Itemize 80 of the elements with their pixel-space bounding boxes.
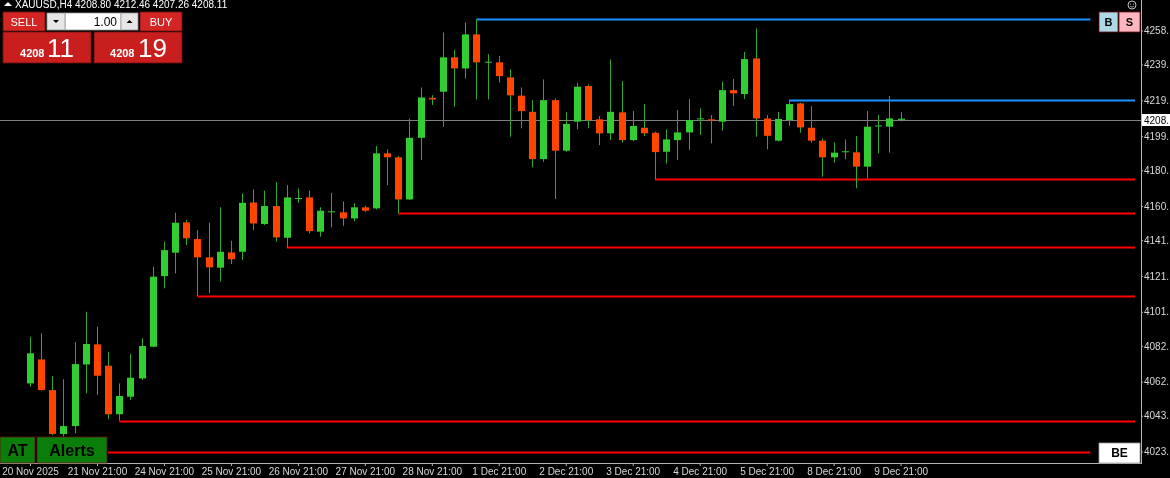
candlestick [60,378,67,438]
candlestick [697,107,704,136]
candlestick [206,222,213,294]
candlestick [808,105,815,144]
y-tick-label: 4121. [1144,270,1170,282]
candlestick [217,206,224,283]
candlestick [630,110,637,142]
candlestick [730,78,737,107]
y-tick-label: 4023. [1144,446,1170,458]
candlestick [641,103,648,137]
y-tick-label: 4160. [1144,200,1170,212]
candlestick [451,49,458,108]
annotation: S [1125,16,1134,28]
candlestick [518,86,525,129]
x-tick-label: 26 Nov 21:00 [268,466,329,478]
x-tick-label: 24 Nov 21:00 [134,466,195,478]
chart-title: XAUUSD,H4 4208.80 4212.46 4207.26 4208.11 [15,0,228,10]
candlestick [496,55,503,83]
annotation: 11 [47,33,74,63]
candlestick [853,135,860,189]
y-tick-label: 4043. [1144,410,1170,422]
x-tick-label: 9 Dec 21:00 [874,466,929,478]
candlestick [83,311,90,394]
x-tick-label: 1 Dec 21:00 [472,466,527,478]
candlestick [194,229,201,297]
candlestick [295,188,302,204]
x-tick-label: 20 Nov 2025 [2,466,60,478]
annotation: BE [1111,446,1128,460]
annotation: 4208 [20,47,45,59]
candlestick [127,353,134,401]
candlestick [228,240,235,265]
annotation: B [1104,16,1113,28]
candlestick [875,114,882,154]
candlestick [607,58,614,141]
candlestick [507,68,514,138]
candlestick [652,131,659,180]
annotation: 4208 [110,47,135,59]
candlestick [317,206,324,238]
x-tick-label: 27 Nov 21:00 [335,466,396,478]
candlestick [485,53,492,100]
candlestick [686,98,693,151]
annotation: AT [7,442,28,459]
candlestick [886,95,893,154]
candlestick [663,128,670,164]
x-tick-label: 28 Nov 21:00 [402,466,463,478]
y-tick-label: 4180. [1144,164,1170,176]
candlestick [775,111,782,142]
y-tick-label: 4239. [1144,59,1170,71]
candlestick [328,192,335,228]
x-tick-label: 21 Nov 21:00 [67,466,128,478]
candlestick [250,188,257,231]
candlestick [819,137,826,178]
annotation: Alerts [49,442,95,459]
annotation: SELL [10,16,38,28]
annotation: 1.00 [93,15,118,29]
candlestick [764,114,771,150]
x-tick-label: 3 Dec 21:00 [606,466,661,478]
annotation: BUY [149,16,173,28]
candlestick [674,109,681,161]
y-tick-label: 4141. [1144,234,1170,246]
y-tick-label: 4258. [1144,25,1170,37]
y-tick-label: 4101. [1144,306,1170,318]
candlestick [116,382,123,422]
candlestick [384,148,391,186]
x-tick-label: 8 Dec 21:00 [807,466,862,478]
x-tick-label: 25 Nov 21:00 [201,466,262,478]
y-tick-label: 4219. [1144,95,1170,107]
y-tick-label: 4062. [1144,376,1170,388]
candlestick [183,219,190,246]
candlestick [261,190,268,226]
candlestick [596,115,603,146]
y-tick-label: 4199. [1144,130,1170,142]
x-tick-label: 2 Dec 21:00 [539,466,594,478]
y-tick-label: 4082. [1144,340,1170,352]
candlestick [340,200,347,227]
x-tick-label: 4 Dec 21:00 [673,466,728,478]
x-tick-label: 5 Dec 21:00 [740,466,795,478]
annotation: 19 [138,33,167,63]
candlestick [786,99,793,127]
candlestick [842,138,849,160]
